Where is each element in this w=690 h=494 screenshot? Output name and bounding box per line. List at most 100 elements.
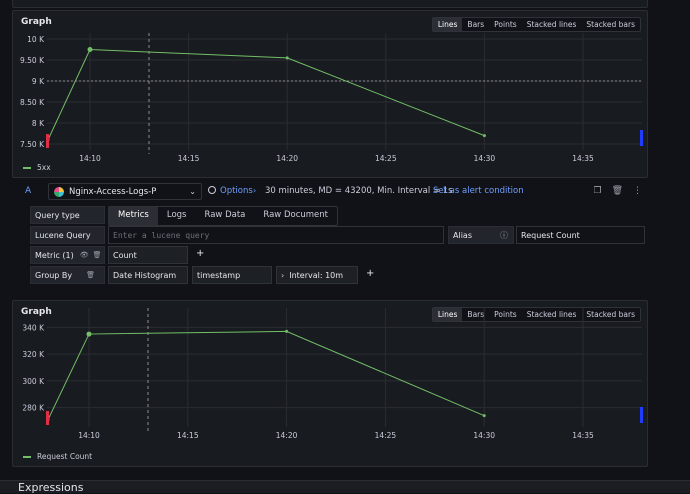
expressions-section [0,480,690,493]
legend-label: Request Count [37,452,93,461]
viz-option-group: Lines Bars Points Stacked lines Stacked … [431,17,641,32]
y-tick-label: 280 K [22,404,45,413]
expressions-heading: Expressions [18,481,84,494]
info-icon [208,186,216,194]
range-start-marker [46,411,49,425]
previous-panel-edge [12,0,648,8]
viz-option-stacked-lines[interactable]: Stacked lines [526,310,577,319]
x-tick-label: 14:35 [572,154,594,163]
x-tick-label: 14:10 [78,431,100,440]
metric-type-value: Count [113,250,137,260]
tab-raw-document[interactable]: Raw Document [263,210,328,220]
data-point [285,56,289,60]
tab-logs[interactable]: Logs [166,210,187,220]
trash-icon[interactable]: 🗑 [86,271,96,279]
x-tick-label: 14:10 [79,154,101,163]
tab-metrics[interactable]: Metrics [109,207,158,225]
chart-request-count: 340 K 320 K 300 K 280 K 14:10 14:15 14:20 14:25… [22,308,643,440]
x-tick-label: 14:20 [276,431,298,440]
options-toggle[interactable]: Options [220,186,253,196]
x-tick-label: 14:25 [375,154,397,163]
y-tick-label: 7.50 K [20,140,45,149]
y-tick-label: 320 K [22,350,45,359]
group-by-type-select[interactable]: Date Histogram [108,266,188,284]
group-by-label[interactable]: Group By 🗑 [30,266,105,284]
trash-icon[interactable]: 🗑 [92,251,102,259]
legend-request-count[interactable]: Request Count [23,452,92,461]
legend-color-swatch [23,455,31,458]
metric-label[interactable]: Metric (1) 👁 🗑 [30,246,105,264]
lucene-query-input[interactable]: Enter a lucene query [108,226,444,244]
y-tick-label: 10 K [27,35,45,44]
group-by-field-select[interactable]: timestamp [192,266,272,284]
range-end-marker [640,130,643,146]
x-tick-label: 14:30 [474,154,496,163]
range-end-marker [640,407,643,423]
data-point [285,329,289,333]
data-point [86,331,92,337]
viz-option-bars[interactable]: Bars [467,20,485,29]
chevron-right-icon: › [281,270,285,280]
y-tick-label: 9 K [32,77,45,86]
query-row-actions: ❐ 🗑 ⋮ [593,186,642,196]
chart-5xx: 10 K 9.50 K 9 K 8.50 K 8 K 7.50 K 14:10 14:15 14… [20,33,643,163]
chevron-right-icon: › [253,186,257,195]
data-point [482,134,486,138]
interval-settings-toggle[interactable]: › Interval: 10m [276,266,358,284]
query-letter[interactable]: A [25,186,32,196]
viz-option-points[interactable]: Points [494,310,517,319]
duplicate-icon[interactable]: ❐ [593,186,602,196]
drag-handle-icon[interactable]: ⋮ [633,186,642,196]
alias-label-text: Alias [453,230,472,240]
graph-panel-5xx: Graph Lines Bars Points Stacked lines St… [12,10,648,178]
info-icon: ⓘ [500,230,508,240]
datasource-name: Nginx-Access-Logs-P [69,186,157,197]
x-tick-label: 14:15 [177,431,199,440]
group-by-label-text: Group By [35,270,73,280]
add-metric-button[interactable]: + [196,248,205,259]
y-tick-label: 340 K [22,323,45,332]
legend-label: 5xx [37,163,51,172]
legend-5xx[interactable]: 5xx [23,163,51,172]
group-by-field-value: timestamp [197,270,241,280]
chevron-down-icon: ⌄ [189,187,196,196]
viz-option-bars[interactable]: Bars [467,310,485,319]
alias-input[interactable]: Request Count [516,226,645,244]
group-by-type-value: Date Histogram [113,270,177,280]
data-point [87,47,93,52]
elasticsearch-icon [54,186,64,197]
panel-title: Graph [21,307,52,317]
x-tick-label: 14:20 [276,154,298,163]
viz-option-lines[interactable]: Lines [432,18,463,31]
x-tick-label: 14:25 [375,431,397,440]
panel-title: Graph [21,17,52,27]
query-type-label: Query type [30,206,105,224]
x-tick-label: 14:35 [572,431,594,440]
viz-option-lines[interactable]: Lines [432,308,463,321]
y-tick-label: 8.50 K [20,98,45,107]
trash-icon[interactable]: 🗑 [611,186,623,196]
lucene-placeholder: Enter a lucene query [113,230,210,240]
options-summary: 30 minutes, MD = 43200, Min. Interval = … [265,186,453,196]
y-tick-label: 300 K [22,377,45,386]
eye-icon[interactable]: 👁 [79,251,89,259]
metric-label-text: Metric (1) [35,250,74,260]
legend-color-swatch [23,166,31,169]
viz-option-stacked-bars[interactable]: Stacked bars [586,310,635,319]
add-group-by-button[interactable]: + [366,268,375,279]
graph-panel-request-count: Graph Lines Bars Points Stacked lines St… [12,300,648,467]
x-tick-label: 14:15 [178,154,200,163]
set-alert-condition-link[interactable]: Set as alert condition [433,186,524,196]
range-start-marker [46,134,49,148]
tab-raw-data[interactable]: Raw Data [204,210,246,220]
viz-option-stacked-lines[interactable]: Stacked lines [526,20,577,29]
y-tick-label: 9.50 K [20,56,45,65]
y-tick-label: 8 K [32,119,45,128]
metric-type-select[interactable]: Count [108,246,188,264]
datasource-select[interactable]: Nginx-Access-Logs-P ⌄ [48,183,202,200]
viz-option-stacked-bars[interactable]: Stacked bars [586,20,635,29]
x-tick-label: 14:30 [473,431,495,440]
viz-option-points[interactable]: Points [494,20,517,29]
lucene-query-label: Lucene Query [30,226,105,244]
data-point [482,414,486,418]
